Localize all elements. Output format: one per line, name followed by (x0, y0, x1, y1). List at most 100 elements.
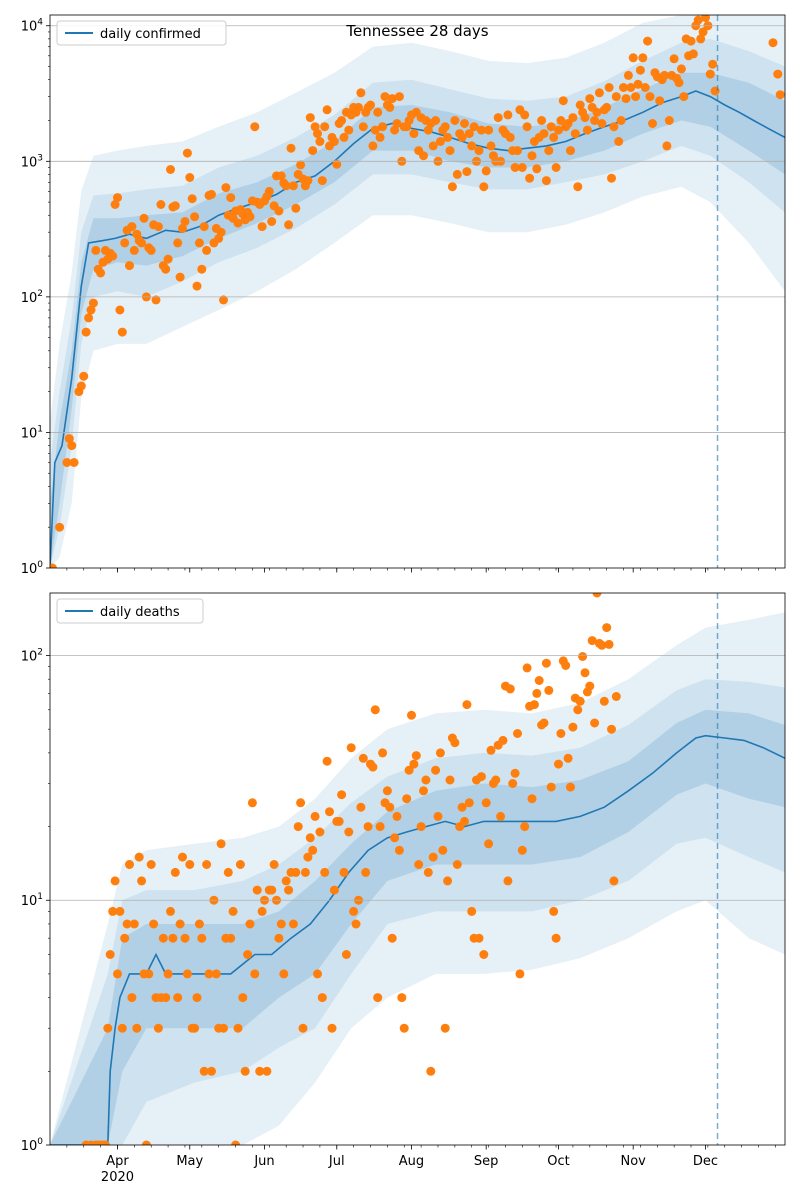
data-point-113 (332, 159, 342, 169)
chart-title: Tennessee 28 days (345, 22, 488, 40)
data-point-132 (378, 122, 388, 132)
data-point-151 (450, 738, 460, 748)
data-point-154 (431, 116, 441, 125)
data-point-59 (202, 245, 212, 255)
data-point-6 (100, 1140, 110, 1145)
y-tick-label-2: 102 (21, 289, 43, 306)
data-point-253 (669, 54, 679, 64)
data-point-109 (322, 105, 332, 115)
data-point-5 (69, 458, 79, 467)
data-point-165 (457, 132, 467, 142)
data-point-273 (775, 90, 785, 100)
data-point-78 (274, 933, 284, 943)
data-point-11 (86, 305, 96, 315)
y-tick-base-0: 10 (21, 562, 38, 577)
data-point-207 (585, 681, 595, 691)
data-point-17 (127, 993, 137, 1003)
data-point-23 (141, 1140, 151, 1145)
median-line (50, 734, 785, 1145)
data-point-67 (221, 183, 231, 193)
data-point-61 (207, 189, 216, 199)
data-point-166 (486, 745, 496, 755)
data-point-11 (113, 969, 122, 979)
data-point-116 (339, 132, 349, 142)
data-point-202 (573, 705, 583, 715)
data-point-193 (525, 173, 535, 183)
data-point-171 (498, 735, 508, 745)
data-point-201 (544, 146, 554, 156)
data-point-50 (180, 217, 190, 226)
data-point-234 (623, 70, 633, 80)
data-point-122 (354, 102, 363, 112)
data-point-66 (245, 919, 255, 929)
data-point-36 (146, 245, 156, 255)
data-point-95 (288, 181, 298, 191)
y-tick-exponent-0: 0 (37, 560, 43, 570)
data-point-264 (696, 34, 706, 44)
data-point-87 (296, 798, 306, 808)
data-point-129 (397, 993, 407, 1003)
data-point-88 (298, 1023, 308, 1033)
data-point-64 (240, 1066, 250, 1076)
data-point-194 (527, 151, 537, 161)
y-tick-label-3: 103 (21, 153, 43, 170)
data-point-12 (88, 298, 98, 308)
data-point-0 (50, 563, 57, 568)
data-point-49 (178, 223, 187, 233)
data-point-52 (185, 173, 195, 182)
data-point-198 (563, 753, 573, 763)
y-tick-exponent-2: 2 (37, 289, 43, 299)
data-point-242 (643, 36, 653, 46)
data-point-46 (170, 201, 180, 211)
data-point-128 (368, 141, 378, 151)
data-point-158 (467, 906, 477, 916)
data-point-225 (602, 102, 612, 112)
x-tick-label-aug: Aug (399, 1154, 424, 1169)
data-point-172 (474, 146, 484, 156)
data-point-159 (443, 132, 453, 142)
data-point-7 (103, 1023, 113, 1033)
data-point-165 (484, 839, 494, 849)
legend-label: daily confirmed (100, 27, 201, 42)
data-point-147 (440, 1023, 450, 1033)
y-tick-label-0: 100 (21, 560, 44, 577)
data-point-232 (619, 83, 628, 92)
data-point-35 (170, 867, 180, 877)
data-point-263 (693, 15, 703, 25)
data-point-36 (173, 993, 183, 1003)
data-point-240 (638, 53, 648, 63)
data-point-173 (476, 125, 486, 135)
data-point-28 (127, 222, 137, 232)
data-point-163 (479, 950, 489, 959)
data-point-127 (366, 100, 375, 110)
x-tick-label-nov: Nov (620, 1154, 646, 1169)
legend: daily deaths (56, 598, 204, 624)
data-point-231 (616, 116, 626, 125)
data-point-139 (421, 775, 431, 785)
data-point-115 (363, 822, 373, 832)
data-point-238 (633, 79, 643, 89)
data-point-55 (192, 281, 202, 291)
data-point-54 (190, 212, 200, 222)
data-point-239 (635, 65, 645, 75)
data-point-206 (556, 116, 566, 125)
data-point-189 (541, 658, 551, 668)
data-point-10 (110, 876, 120, 886)
data-point-55 (219, 1023, 228, 1033)
data-point-221 (592, 107, 602, 117)
data-point-129 (370, 125, 380, 135)
x-tick-label-sep: Sep (474, 1154, 499, 1169)
data-point-1 (55, 522, 65, 532)
data-point-200 (568, 722, 578, 732)
data-point-134 (409, 759, 419, 769)
data-point-209 (590, 718, 600, 728)
data-point-167 (462, 167, 472, 177)
x-tick-label-jun: Jun (253, 1154, 274, 1169)
data-point-136 (387, 94, 397, 104)
data-point-138 (392, 119, 402, 128)
data-point-217 (609, 876, 619, 886)
data-point-47 (173, 238, 183, 248)
data-point-211 (568, 113, 578, 123)
